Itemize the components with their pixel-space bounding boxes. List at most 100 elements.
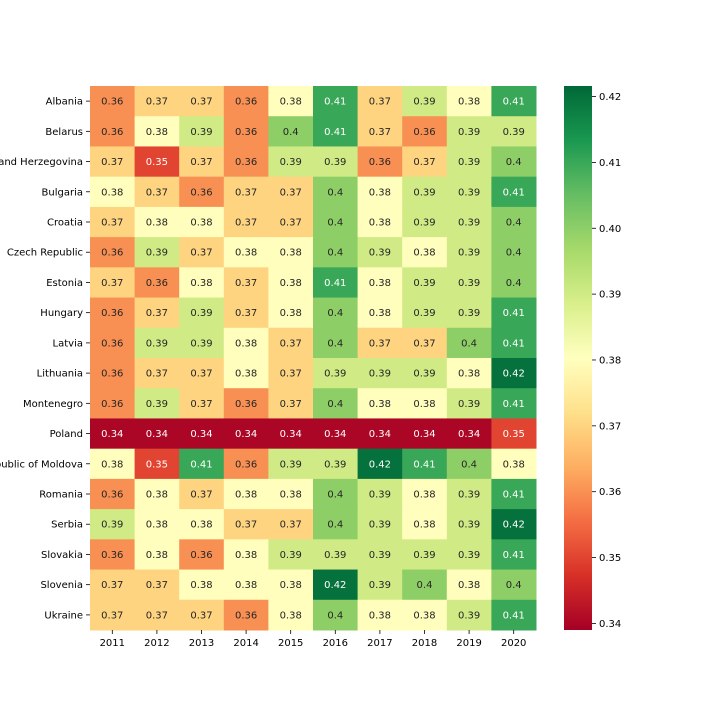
x-tick-label-7: 2018 <box>412 638 437 649</box>
heatmap-cell-r8-c5 <box>313 327 359 359</box>
cell-value-label-r2-c6: 0.36 <box>369 157 391 168</box>
x-tick-label-8: 2019 <box>456 638 481 649</box>
cell-value-label-r6-c1: 0.36 <box>146 278 168 289</box>
cell-value-label-r13-c0: 0.36 <box>101 490 123 501</box>
heatmap-cell-r6-c3 <box>223 267 269 299</box>
cell-value-label-r11-c5: 0.34 <box>324 429 346 440</box>
cell-value-label-r5-c3: 0.38 <box>235 248 257 259</box>
heatmap-cell-r16-c7 <box>402 569 448 601</box>
cell-value-label-r12-c0: 0.38 <box>101 459 123 470</box>
heatmap-cell-r1-c3 <box>223 116 269 147</box>
cell-value-label-r12-c1: 0.35 <box>146 459 168 470</box>
cell-value-label-r16-c5: 0.42 <box>324 580 346 591</box>
cell-value-label-r13-c7: 0.38 <box>413 490 435 501</box>
y-axis-tick-labels: Albania Belarus and Herzegovina Bulgaria Cro… <box>0 97 90 621</box>
y-tick-label-5: Czech Republic <box>7 248 83 259</box>
cell-value-label-r16-c0: 0.37 <box>101 580 123 591</box>
cell-value-label-r9-c6: 0.39 <box>369 369 391 380</box>
heatmap-cell-r5-c3 <box>223 237 269 268</box>
heatmap-cell-r9-c2 <box>179 358 225 389</box>
heatmap-cell-r14-c2 <box>179 509 225 540</box>
y-tick-label-1: Belarus <box>45 127 83 138</box>
cell-value-label-r8-c8: 0.4 <box>461 338 477 349</box>
heatmap-cell-r2-c2 <box>179 146 225 178</box>
cell-value-label-r8-c7: 0.37 <box>413 338 435 349</box>
heatmap-cell-r17-c8 <box>446 599 492 631</box>
cell-value-label-r0-c2: 0.37 <box>190 97 212 108</box>
cell-value-label-r6-c9: 0.4 <box>506 278 522 289</box>
heatmap-cell-r2-c6 <box>357 146 403 178</box>
heatmap-cell-r17-c6 <box>357 599 403 631</box>
heatmap-cell-r16-c5 <box>313 569 359 601</box>
heatmap-cell-r5-c8 <box>446 237 492 268</box>
heatmap-cell-r13-c0 <box>90 478 136 510</box>
heatmap-cell-r15-c1 <box>134 539 180 571</box>
heatmap-cell-r16-c1 <box>134 569 180 601</box>
cell-value-label-r10-c9: 0.41 <box>503 399 525 410</box>
cell-value-label-r9-c7: 0.39 <box>413 369 435 380</box>
cell-value-label-r13-c1: 0.38 <box>146 490 168 501</box>
cell-value-label-r11-c9: 0.35 <box>503 429 525 440</box>
heatmap-cell-r0-c1 <box>134 86 180 117</box>
cell-value-label-r8-c2: 0.39 <box>190 338 212 349</box>
cell-value-label-r3-c7: 0.39 <box>413 187 435 198</box>
heatmap-cell-r12-c6 <box>357 448 403 480</box>
cell-value-label-r16-c8: 0.38 <box>458 580 480 591</box>
heatmap-cell-r11-c6 <box>357 418 403 450</box>
y-tick-label-9: Lithuania <box>37 369 83 380</box>
heatmap-cell-r1-c4 <box>268 116 314 147</box>
cell-value-label-r15-c9: 0.41 <box>503 550 525 561</box>
cell-value-label-r10-c3: 0.36 <box>235 399 257 410</box>
heatmap-cell-r3-c2 <box>179 176 225 208</box>
heatmap-cell-r4-c9 <box>491 206 537 238</box>
heatmap-cell-r2-c8 <box>446 146 492 178</box>
cell-value-label-r10-c4: 0.37 <box>280 399 302 410</box>
y-tick-label-15: Slovakia <box>41 550 83 561</box>
heatmap-cell-r11-c3 <box>223 418 269 450</box>
cell-value-label-r1-c9: 0.39 <box>503 127 525 138</box>
cell-value-label-r2-c8: 0.39 <box>458 157 480 168</box>
cell-value-label-r13-c3: 0.38 <box>235 490 257 501</box>
heatmap-cells <box>90 86 537 631</box>
cell-value-label-r1-c2: 0.39 <box>190 127 212 138</box>
cell-value-label-r2-c5: 0.39 <box>324 157 346 168</box>
cell-value-label-r9-c0: 0.36 <box>101 369 123 380</box>
cell-value-label-r16-c2: 0.38 <box>190 580 212 591</box>
heatmap-cell-r14-c3 <box>223 509 269 540</box>
cell-value-label-r15-c8: 0.39 <box>458 550 480 561</box>
cell-value-label-r11-c1: 0.34 <box>146 429 168 440</box>
heatmap-cell-r3-c4 <box>268 176 314 208</box>
heatmap-cell-r15-c7 <box>402 539 448 571</box>
cell-value-label-r2-c4: 0.39 <box>280 157 302 168</box>
heatmap-cell-r4-c4 <box>268 206 314 238</box>
heatmap-cell-r14-c1 <box>134 509 180 540</box>
heatmap-cell-r1-c2 <box>179 116 225 147</box>
heatmap-cell-r5-c6 <box>357 237 403 268</box>
heatmap-cell-r11-c7 <box>402 418 448 450</box>
cell-value-label-r11-c2: 0.34 <box>190 429 212 440</box>
heatmap-cell-r10-c3 <box>223 388 269 419</box>
heatmap-cell-r6-c8 <box>446 267 492 299</box>
cell-value-label-r4-c4: 0.37 <box>280 218 302 229</box>
cell-value-label-r16-c1: 0.37 <box>146 580 168 591</box>
cell-value-label-r2-c3: 0.36 <box>235 157 257 168</box>
cell-value-label-r0-c0: 0.36 <box>101 97 123 108</box>
cell-value-label-r7-c4: 0.38 <box>280 308 302 319</box>
heatmap-cell-r3-c1 <box>134 176 180 208</box>
cell-value-label-r17-c0: 0.37 <box>101 610 123 621</box>
cell-value-label-r13-c9: 0.41 <box>503 490 525 501</box>
cell-value-label-r6-c7: 0.39 <box>413 278 435 289</box>
cell-value-label-r14-c6: 0.39 <box>369 520 391 531</box>
heatmap-cell-r11-c2 <box>179 418 225 450</box>
cell-value-label-r17-c6: 0.38 <box>369 610 391 621</box>
heatmap-cell-r9-c1 <box>134 358 180 389</box>
heatmap-cell-r8-c6 <box>357 327 403 359</box>
heatmap-cell-r10-c9 <box>491 388 537 419</box>
heatmap-cell-r2-c7 <box>402 146 448 178</box>
y-tick-label-10: Montenegro <box>23 399 83 410</box>
heatmap-cell-r10-c8 <box>446 388 492 419</box>
cell-value-label-r11-c8: 0.34 <box>458 429 480 440</box>
x-tick-label-0: 2011 <box>100 638 125 649</box>
cell-value-label-r0-c3: 0.36 <box>235 97 257 108</box>
